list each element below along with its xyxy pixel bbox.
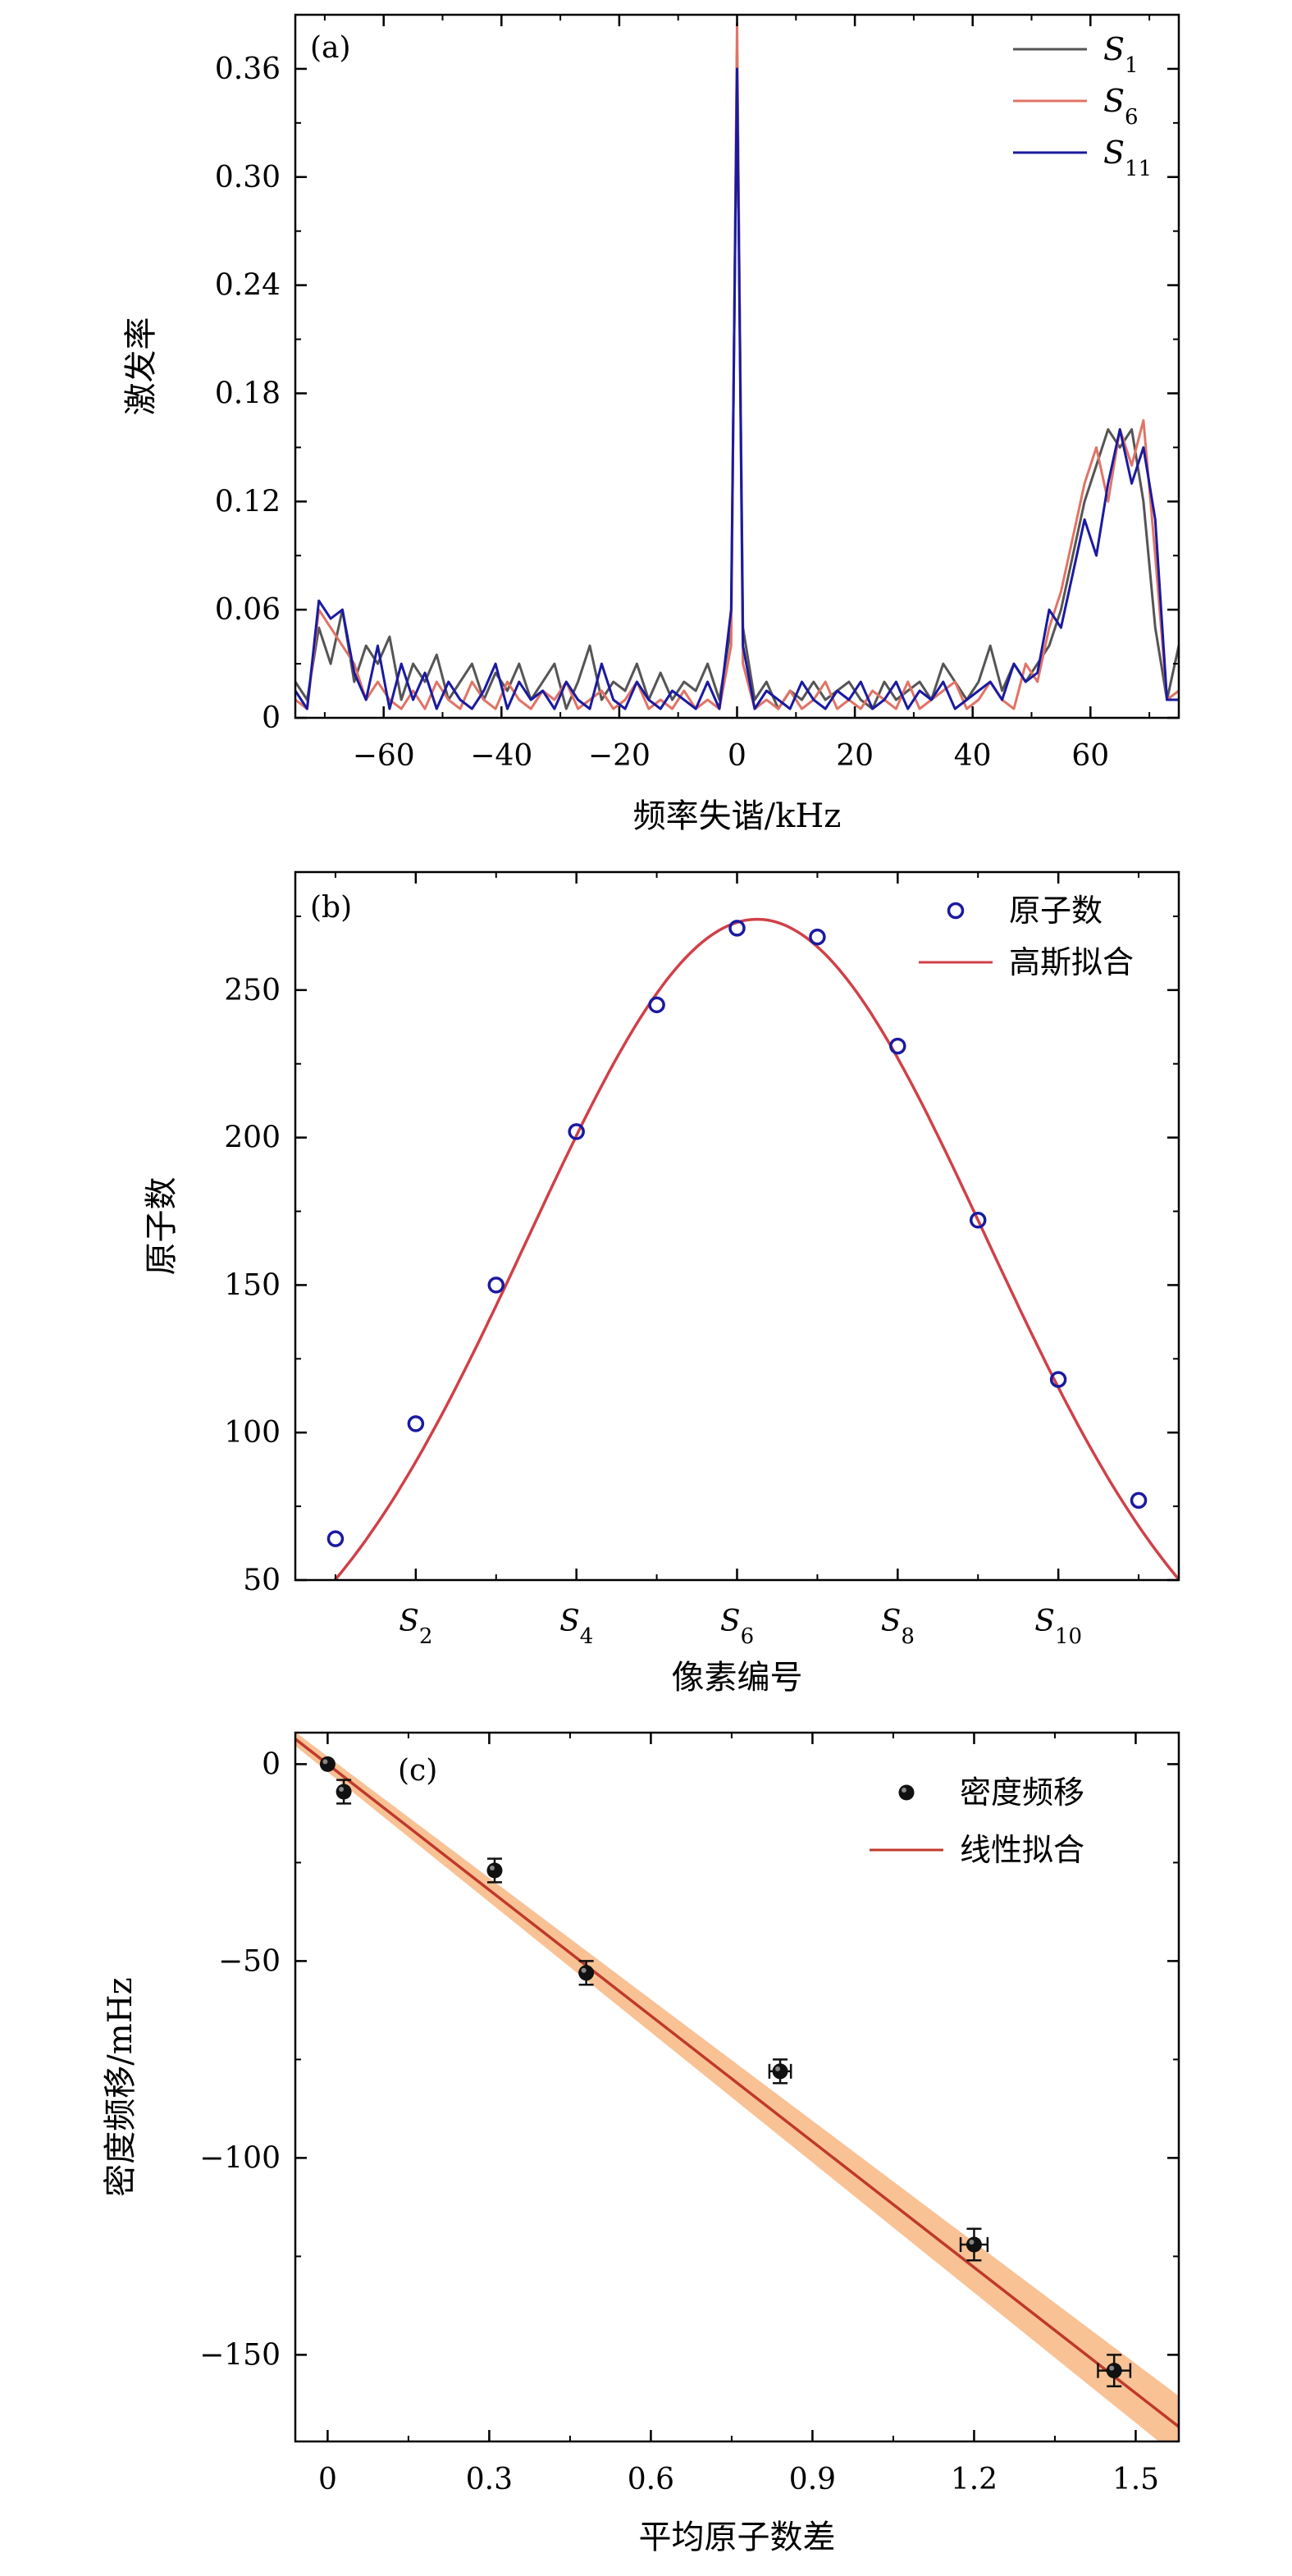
y-tick-label: 0.36 (215, 53, 281, 86)
data-point (728, 920, 746, 937)
legend-label: S6 (1103, 83, 1139, 130)
data-point (487, 1277, 505, 1294)
legend: S1 S6 S11 (1013, 31, 1152, 181)
marker (966, 2236, 982, 2253)
data-point (1097, 2354, 1132, 2388)
x-tick-label: 1.2 (951, 2463, 998, 2496)
legend-item-2: S6 (1013, 83, 1139, 130)
y-tick-label: 0 (262, 701, 281, 735)
x-tick-label: S8 (881, 1605, 915, 1649)
legend-label: 线性拟合 (960, 1832, 1084, 1868)
x-tick-label: −40 (470, 739, 532, 773)
legend-item-1: 密度频移 (898, 1774, 1084, 1811)
data-point (578, 1960, 595, 1986)
data-point (768, 2058, 792, 2085)
y-axis-label: 密度频移/mHz (102, 1977, 139, 2196)
y-tick-label: 250 (224, 974, 281, 1007)
y-tick-label: −150 (199, 2338, 281, 2372)
panel-a: −60 −40 −20 0 20 40 60 0 0.06 0.12 0.18 0.24 0.30 0.3… (122, 13, 1180, 835)
panel-label: (b) (310, 891, 352, 925)
series-3-line (295, 67, 1179, 710)
data-point (809, 928, 826, 946)
x-tick-label: 20 (836, 739, 874, 773)
data-point (486, 1857, 503, 1884)
x-axis-label: 频率失谐/kHz (633, 797, 842, 835)
x-tick-label: 0.9 (789, 2463, 836, 2496)
legend-item-1: 原子数 (947, 893, 1103, 929)
legend-label: 原子数 (1009, 893, 1103, 929)
y-tick-label: 0.06 (215, 593, 281, 627)
data-point (568, 1123, 585, 1140)
x-tick-label: 1.5 (1112, 2463, 1159, 2496)
x-tick-label: S10 (1034, 1605, 1082, 1649)
marker (336, 1784, 352, 1800)
data-point (959, 2227, 989, 2262)
legend-label: S1 (1103, 31, 1139, 78)
gaussian-fit-line (333, 917, 1179, 1580)
legend-marker (898, 1784, 915, 1801)
marker (319, 1756, 336, 1772)
data-point (1130, 1491, 1148, 1510)
plot-area (333, 917, 1179, 1580)
y-tick-label: 100 (224, 1416, 281, 1450)
data-point (969, 1212, 987, 1229)
data-point (407, 1415, 425, 1432)
panel-label: (a) (310, 31, 351, 65)
marker (578, 1965, 595, 1981)
x-tick-label: 0 (318, 2463, 337, 2496)
data-point (1049, 1371, 1067, 1388)
y-tick-label: 50 (243, 1564, 281, 1597)
panel-label: (c) (398, 1754, 437, 1788)
x-axis-label: 平均原子数差 (639, 2519, 836, 2556)
legend-marker (947, 902, 965, 920)
y-axis-label: 激发率 (122, 317, 160, 416)
plot-area (295, 22, 1179, 710)
x-axis-label: 像素编号 (672, 1659, 803, 1697)
data-point (326, 1530, 345, 1547)
linear-fit-line (295, 1738, 1179, 2428)
y-tick-label: 150 (224, 1268, 281, 1302)
marker (1106, 2363, 1122, 2379)
y-tick-label: 0 (262, 1747, 281, 1781)
y-tick-label: 0.24 (215, 269, 281, 303)
legend-label: S11 (1103, 135, 1152, 181)
x-tick-label: 40 (954, 739, 992, 773)
x-tick-label: −20 (588, 739, 651, 773)
marker (486, 1862, 503, 1879)
x-tick-label: S2 (399, 1605, 432, 1649)
y-tick-label: 0.18 (215, 377, 281, 410)
y-tick-label: 0.12 (215, 485, 281, 518)
panel-c: 0 0.3 0.6 0.9 1.2 1.5 0 −50 −100 −150 平均原子数差 密度频移/m… (102, 1731, 1180, 2556)
data-point (648, 996, 665, 1014)
axes-frame (294, 1731, 1180, 2443)
x-tick-label: 0 (728, 739, 746, 773)
plot-area (295, 1733, 1179, 2441)
x-tick-label: 0.6 (628, 2463, 674, 2496)
y-tick-label: −100 (199, 2141, 281, 2175)
x-tick-label: −60 (353, 739, 415, 773)
y-axis-label: 原子数 (143, 1177, 180, 1276)
y-tick-label: −50 (218, 1944, 281, 1978)
legend-item-3: S11 (1013, 135, 1152, 181)
legend-label: 高斯拟合 (1009, 944, 1134, 980)
y-tick-label: 200 (224, 1121, 281, 1155)
x-tick-label: 60 (1071, 739, 1109, 773)
x-tick-label: 0.3 (466, 2463, 513, 2496)
legend-label: 密度频移 (960, 1774, 1084, 1811)
legend-item-2: 高斯拟合 (919, 944, 1134, 980)
data-point (336, 1779, 352, 1805)
data-point (889, 1037, 906, 1055)
marker (772, 2063, 788, 2080)
legend-item-1: S1 (1013, 31, 1139, 78)
y-tick-label: 0.30 (215, 161, 281, 194)
x-tick-label: S4 (559, 1605, 593, 1649)
data-point (319, 1756, 336, 1772)
x-tick-label: S6 (720, 1605, 754, 1649)
legend-item-2: 线性拟合 (870, 1832, 1084, 1868)
